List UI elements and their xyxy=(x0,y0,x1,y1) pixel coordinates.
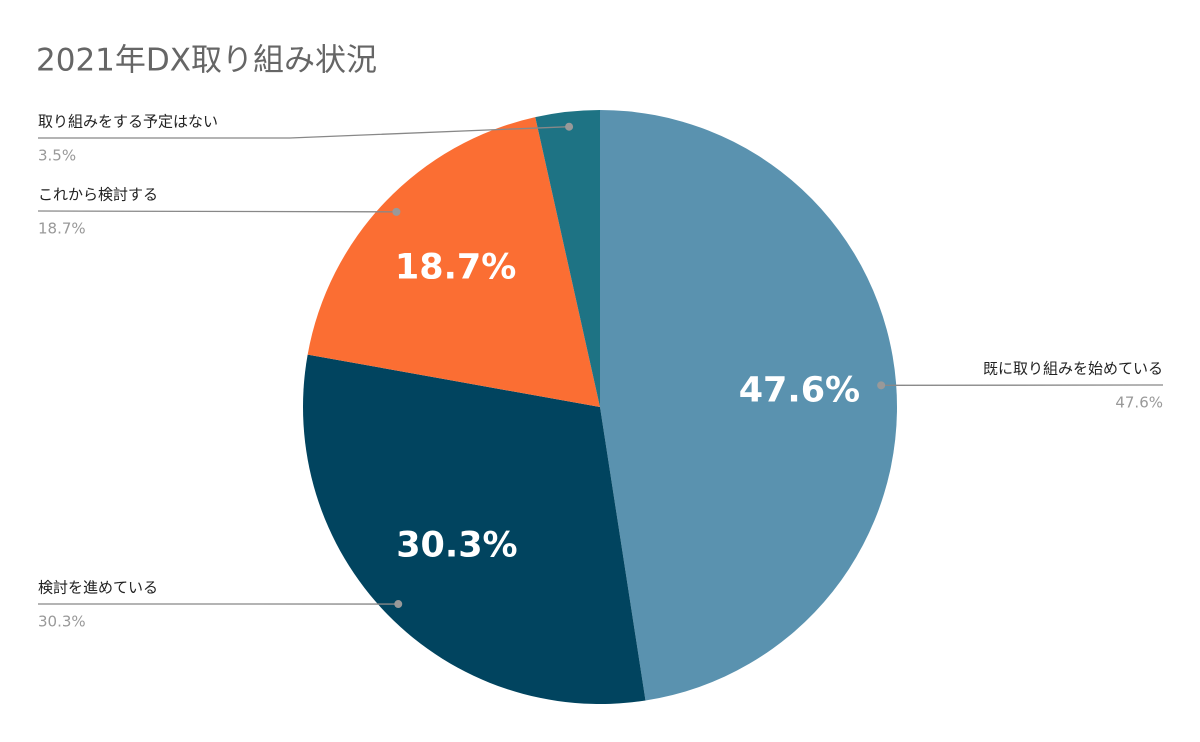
legend-label: 検討を進めている xyxy=(38,579,158,597)
pie-slice xyxy=(307,117,600,408)
pie-slice xyxy=(535,110,600,407)
pie-slice xyxy=(600,110,897,701)
legend-value: 47.6% xyxy=(1115,394,1163,412)
leader-line xyxy=(38,126,570,139)
leader-dot xyxy=(394,600,403,609)
legend-label: これから検討する xyxy=(38,186,158,204)
legend-value: 3.5% xyxy=(38,147,76,165)
slice-label: 18.7% xyxy=(395,248,516,288)
legend-value: 18.7% xyxy=(38,220,86,238)
pie-slice xyxy=(302,354,646,704)
leader-dot xyxy=(392,207,401,216)
chart-title: 2021年DX取り組み状況 xyxy=(36,43,377,79)
legend-label: 取り組みをする予定はない xyxy=(38,113,218,131)
legend-value: 30.3% xyxy=(38,613,86,631)
leader-dot xyxy=(565,122,574,131)
slice-label: 30.3% xyxy=(396,526,517,566)
legend-label: 既に取り組みを始めている xyxy=(983,360,1163,378)
leader-dot xyxy=(877,381,886,390)
slice-label: 47.6% xyxy=(739,371,860,411)
leader-line xyxy=(37,210,397,213)
